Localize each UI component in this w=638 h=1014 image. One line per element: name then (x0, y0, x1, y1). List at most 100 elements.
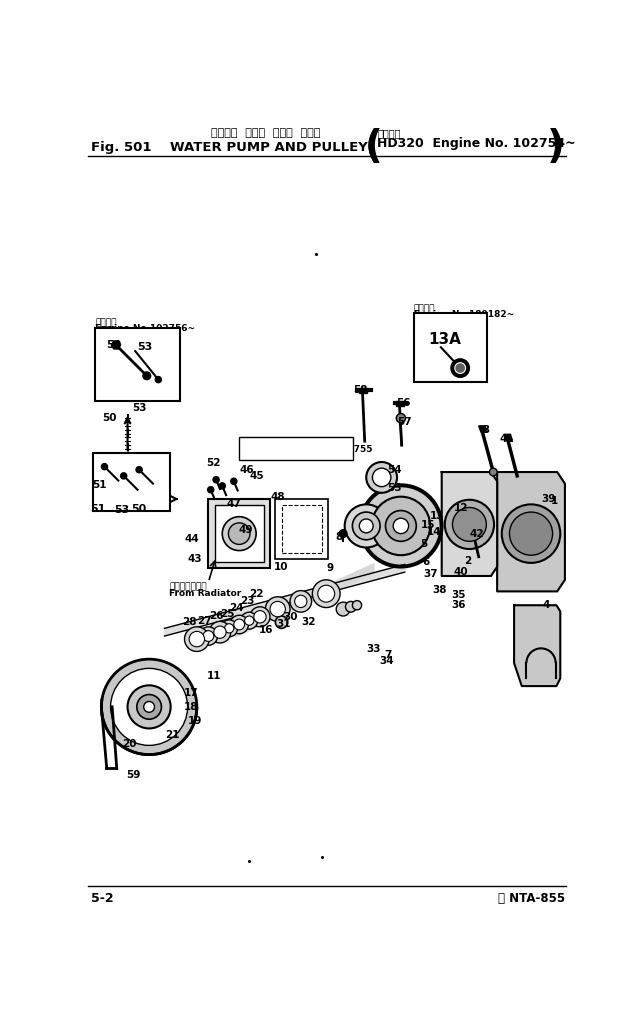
Text: 34: 34 (379, 656, 394, 665)
Text: 13: 13 (430, 511, 444, 521)
Circle shape (373, 468, 391, 487)
Circle shape (143, 372, 151, 379)
Circle shape (207, 487, 214, 493)
Polygon shape (478, 426, 487, 432)
Text: 51: 51 (91, 504, 106, 514)
Bar (414, 312, 487, 382)
Text: 13A: 13A (428, 332, 461, 347)
Circle shape (359, 519, 373, 533)
Circle shape (345, 601, 356, 612)
Circle shape (276, 617, 288, 629)
Text: 適用号機: 適用号機 (239, 437, 261, 446)
Circle shape (501, 504, 560, 563)
Text: 2: 2 (464, 556, 471, 566)
Text: 55: 55 (387, 484, 402, 493)
Text: 12: 12 (454, 503, 468, 513)
Text: 適用号機: 適用号機 (95, 318, 117, 328)
Text: 48: 48 (271, 492, 285, 502)
Text: 1: 1 (551, 496, 558, 506)
Text: 46: 46 (240, 464, 254, 475)
Circle shape (219, 483, 225, 489)
Polygon shape (396, 402, 404, 406)
Circle shape (345, 504, 388, 548)
Text: 11: 11 (207, 671, 221, 681)
Polygon shape (359, 388, 367, 392)
Circle shape (221, 620, 237, 637)
Circle shape (361, 486, 441, 566)
Circle shape (371, 497, 430, 556)
Text: 49: 49 (238, 525, 253, 534)
Text: 37: 37 (423, 570, 438, 579)
Circle shape (393, 518, 408, 533)
Text: 33: 33 (367, 644, 381, 654)
Text: 5: 5 (420, 538, 427, 549)
Text: 30: 30 (283, 611, 298, 622)
Text: 5-2: 5-2 (91, 891, 113, 904)
Text: 4: 4 (543, 600, 550, 610)
Text: 適用号機: 適用号機 (377, 128, 401, 138)
Circle shape (452, 507, 486, 541)
Text: 3: 3 (482, 425, 489, 435)
Circle shape (336, 602, 350, 617)
Bar (214, 505, 264, 562)
Circle shape (137, 695, 161, 719)
Circle shape (231, 479, 237, 485)
Circle shape (101, 463, 108, 469)
Text: 8: 8 (336, 532, 343, 542)
Circle shape (295, 595, 307, 607)
Text: 35: 35 (452, 590, 466, 600)
Bar (209, 499, 270, 568)
Text: 32: 32 (301, 618, 316, 628)
Bar (276, 499, 328, 559)
Circle shape (189, 632, 205, 647)
Text: 50: 50 (131, 504, 147, 514)
Circle shape (352, 600, 362, 609)
Circle shape (339, 529, 347, 537)
Circle shape (396, 414, 406, 423)
Text: 40: 40 (454, 567, 468, 577)
Polygon shape (504, 434, 512, 440)
Circle shape (455, 363, 466, 373)
Text: 31: 31 (277, 620, 291, 630)
Circle shape (352, 512, 380, 539)
Text: 10: 10 (274, 562, 289, 572)
Text: 15: 15 (420, 520, 435, 530)
Text: 39: 39 (542, 494, 556, 504)
Circle shape (318, 585, 335, 602)
Bar (93, 453, 170, 510)
Polygon shape (235, 564, 374, 637)
Text: Engine No.102754,102755: Engine No.102754,102755 (239, 445, 373, 454)
Text: 51: 51 (93, 480, 107, 490)
Text: Engine No.102756~: Engine No.102756~ (95, 324, 195, 334)
Text: ⓘ NTA-855: ⓘ NTA-855 (498, 891, 565, 904)
Text: 24: 24 (230, 603, 244, 613)
Circle shape (155, 376, 161, 382)
Circle shape (184, 627, 209, 651)
Text: 54: 54 (387, 465, 402, 476)
Circle shape (121, 473, 127, 479)
Text: 適用号機: 適用号機 (414, 304, 436, 313)
Text: 9: 9 (327, 564, 334, 573)
Text: ウォータ  ポンプ  および  プーリ: ウォータ ポンプ および プーリ (211, 128, 321, 138)
Circle shape (228, 523, 250, 545)
Text: 38: 38 (432, 585, 447, 595)
Text: 53: 53 (114, 505, 129, 515)
Circle shape (222, 517, 256, 551)
Circle shape (144, 702, 154, 712)
Text: 25: 25 (220, 609, 235, 620)
Circle shape (213, 477, 219, 483)
Text: 19: 19 (188, 716, 202, 726)
Text: 18: 18 (184, 702, 198, 712)
Text: 47: 47 (226, 499, 241, 509)
Circle shape (225, 624, 234, 633)
Circle shape (136, 466, 142, 473)
Text: 53: 53 (137, 342, 152, 352)
Text: 41: 41 (499, 434, 514, 444)
Circle shape (230, 615, 248, 634)
Text: 28: 28 (182, 618, 197, 628)
Text: HD320  Engine No. 102754~: HD320 Engine No. 102754~ (377, 137, 575, 150)
Circle shape (110, 668, 188, 745)
Polygon shape (514, 605, 560, 686)
Circle shape (250, 606, 270, 627)
Circle shape (209, 622, 231, 643)
